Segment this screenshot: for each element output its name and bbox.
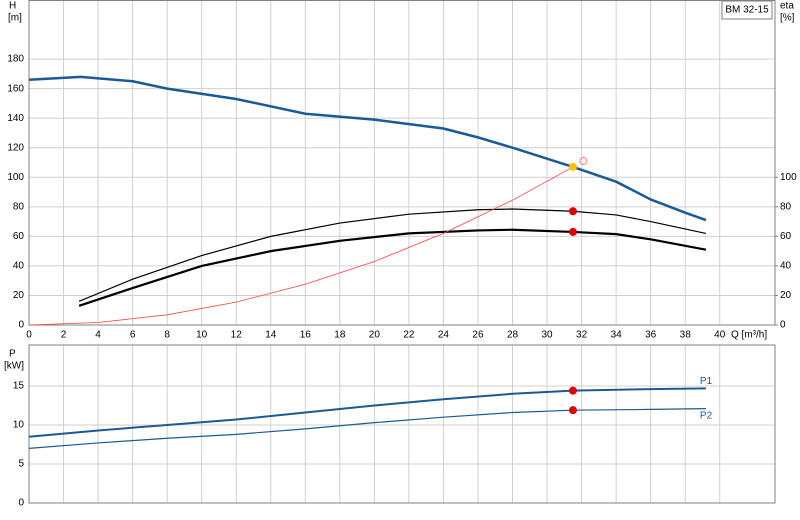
- y-tick-label: 10: [13, 420, 25, 431]
- y-axis-unit: [kW]: [4, 361, 24, 372]
- y-tick-label: 180: [7, 54, 24, 65]
- x-tick-label: 20: [369, 330, 381, 341]
- x-tick-label: 34: [611, 330, 623, 341]
- x-tick-label: 16: [300, 330, 312, 341]
- series-label: P1: [700, 376, 713, 387]
- x-tick-label: 40: [714, 330, 726, 341]
- series-line: [78, 228, 707, 307]
- x-tick-label: 0: [26, 330, 32, 341]
- y2-tick-label: 20: [780, 290, 792, 301]
- x-tick-label: 38: [680, 330, 692, 341]
- y-tick-label: 40: [13, 261, 25, 272]
- x-tick-label: 28: [507, 330, 519, 341]
- y2-axis-label: eta: [780, 1, 794, 12]
- x-tick-label: 6: [130, 330, 136, 341]
- y-axis-label: P: [9, 349, 16, 360]
- operating-point: [568, 406, 577, 415]
- y2-axis-unit: [%]: [780, 13, 795, 24]
- y-tick-label: 20: [13, 290, 25, 301]
- y-tick-label: 100: [7, 172, 24, 183]
- chart-title: BM 32-15: [725, 5, 769, 16]
- x-axis-label: Q [m³/h]: [731, 330, 767, 341]
- operating-point: [568, 162, 577, 171]
- x-tick-label: 14: [265, 330, 277, 341]
- x-tick-label: 2: [61, 330, 67, 341]
- x-tick-label: 22: [403, 330, 415, 341]
- operating-point: [568, 227, 577, 236]
- y-tick-label: 15: [13, 381, 25, 392]
- x-tick-label: 4: [95, 330, 101, 341]
- y-axis-unit: [m]: [8, 13, 22, 24]
- series-line: [78, 208, 707, 302]
- operating-point: [579, 157, 588, 166]
- y2-tick-label: 80: [780, 201, 792, 212]
- series-line: [28, 387, 706, 438]
- y-tick-label: 5: [18, 459, 24, 470]
- y2-tick-label: 60: [780, 231, 792, 242]
- y-tick-label: 0: [18, 498, 24, 509]
- y2-tick-label: 100: [780, 172, 797, 183]
- y2-tick-label: 0: [780, 320, 786, 331]
- y-tick-label: 60: [13, 231, 25, 242]
- x-tick-label: 24: [438, 330, 450, 341]
- x-tick-label: 32: [576, 330, 588, 341]
- operating-point: [568, 207, 577, 216]
- series-line: [28, 408, 706, 449]
- x-tick-label: 12: [231, 330, 243, 341]
- x-tick-label: 8: [164, 330, 170, 341]
- series-line: [28, 75, 707, 222]
- x-tick-label: 30: [541, 330, 553, 341]
- operating-point: [568, 386, 577, 395]
- x-tick-label: 36: [645, 330, 657, 341]
- plot-frame: [28, 344, 776, 504]
- y-tick-label: 80: [13, 201, 25, 212]
- y-tick-label: 160: [7, 83, 24, 94]
- series-line: [28, 166, 574, 326]
- y-tick-label: 120: [7, 142, 24, 153]
- x-tick-label: 10: [196, 330, 208, 341]
- series-label: P2: [700, 410, 713, 421]
- y2-tick-label: 40: [780, 261, 792, 272]
- x-tick-label: 18: [334, 330, 346, 341]
- y-tick-label: 140: [7, 113, 24, 124]
- y-tick-label: 0: [18, 320, 24, 331]
- plot-frame: [28, 0, 776, 326]
- y-axis-label: H: [9, 1, 16, 12]
- x-tick-label: 26: [472, 330, 484, 341]
